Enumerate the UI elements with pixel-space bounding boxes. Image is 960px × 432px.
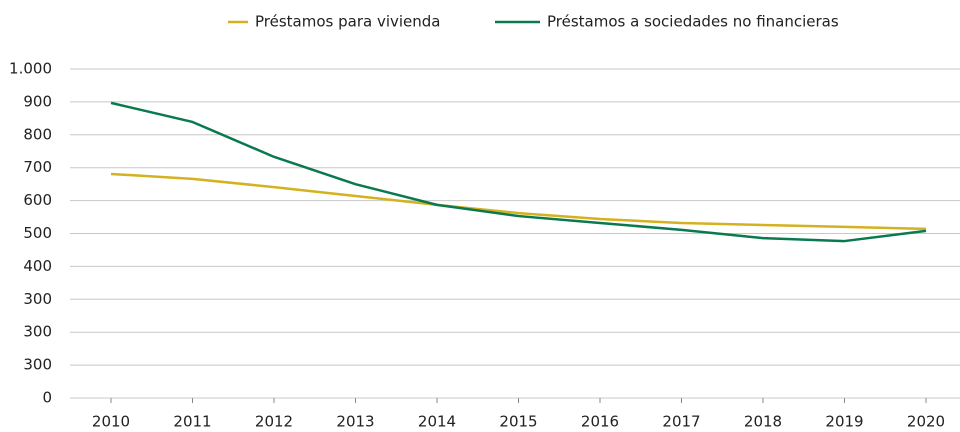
x-tick-label: 2010: [92, 413, 130, 431]
x-tick-label: 2012: [255, 413, 293, 431]
x-tick-label: 2019: [825, 413, 863, 431]
x-tick-label: 2016: [581, 413, 619, 431]
y-tick-label: 600: [23, 191, 52, 209]
x-tick-label: 2017: [662, 413, 700, 431]
y-tick-label: 500: [23, 224, 52, 242]
x-tick-label: 2015: [499, 413, 537, 431]
x-tick-label: 2013: [336, 413, 374, 431]
legend-label: Préstamos para vivienda: [255, 13, 441, 31]
y-tick-label: 0: [42, 389, 52, 407]
y-tick-label: 800: [23, 125, 52, 143]
x-tick-label: 2011: [173, 413, 211, 431]
x-tick-label: 2018: [744, 413, 782, 431]
y-tick-label: 700: [23, 158, 52, 176]
y-tick-label: 300: [23, 290, 52, 308]
y-tick-label: 900: [23, 92, 52, 110]
y-tick-label: 400: [23, 257, 52, 275]
x-tick-label: 2014: [418, 413, 456, 431]
y-tick-label: 300: [23, 323, 52, 341]
line-series: [110, 101, 927, 243]
y-tick-label: 300: [23, 356, 52, 374]
y-tick-label: 1.000: [9, 60, 52, 78]
legend-label: Préstamos a sociedades no financieras: [547, 13, 839, 31]
x-tick-label: 2020: [907, 413, 945, 431]
line-series: [110, 172, 927, 231]
